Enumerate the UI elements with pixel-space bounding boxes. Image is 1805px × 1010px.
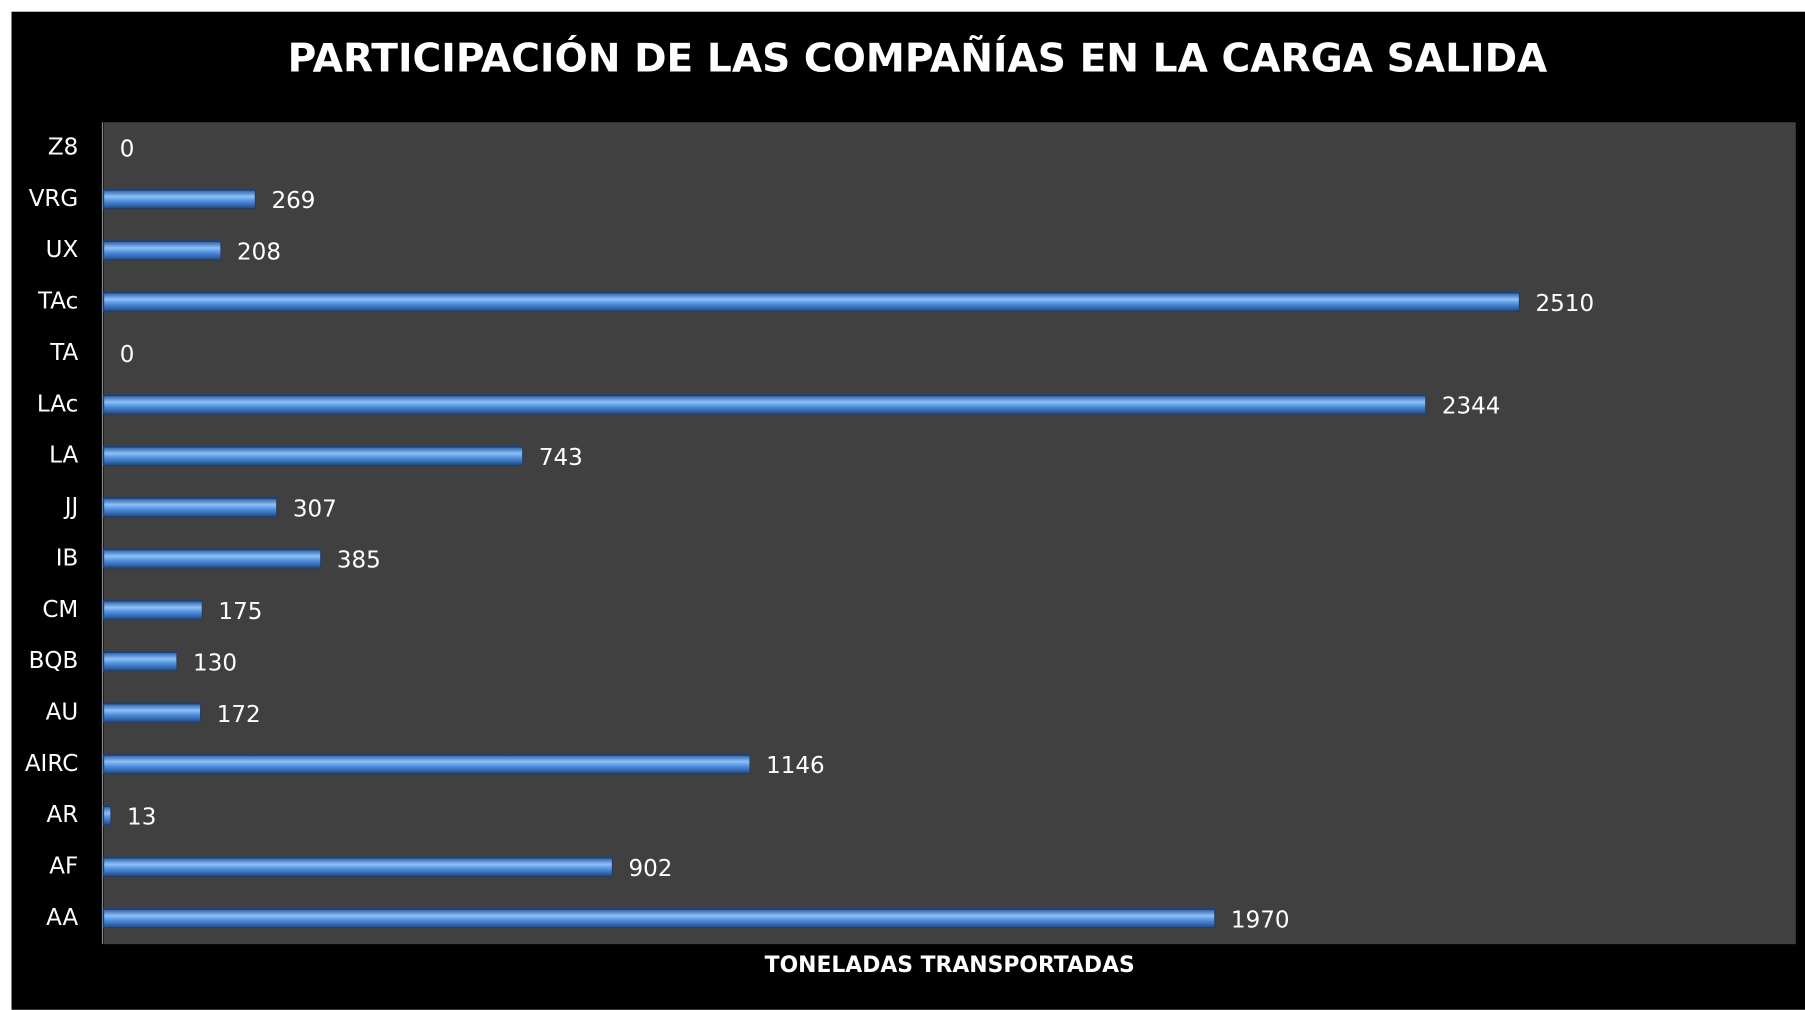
y-tick-label: AU [46,699,79,725]
y-tick-label: TA [49,340,78,366]
bar [103,240,222,261]
y-tick-label: CM [42,597,78,623]
value-label: 385 [337,548,381,574]
bar [103,651,178,672]
value-label: 1146 [766,753,825,779]
bar [103,292,1520,312]
bar [103,549,322,569]
value-label: 269 [271,188,315,214]
bar [103,189,256,210]
y-tick-label: AF [49,854,78,880]
value-label: 307 [293,496,337,522]
y-tick-label: UX [46,237,79,263]
value-label: 0 [120,137,135,163]
x-axis-label: TONELADAS TRANSPORTADAS [765,953,1135,978]
value-label: 175 [218,599,262,625]
y-tick-label: AIRC [25,751,78,777]
y-tick-label: Z8 [48,134,78,160]
chart-title: PARTICIPACIÓN DE LAS COMPAÑÍAS EN LA CAR… [288,35,1548,82]
value-label: 208 [237,239,281,265]
value-label: 130 [193,650,237,676]
bar [103,497,278,518]
y-tick-label: AA [46,905,78,931]
value-label: 0 [120,342,135,368]
value-label: 2510 [1536,291,1595,317]
bar [103,857,613,877]
bar [103,754,751,775]
bar [103,805,112,826]
value-label: 13 [127,805,156,831]
bar [103,394,1427,415]
y-tick-label: BQB [29,648,79,674]
plot-area [103,122,1796,945]
bar [103,446,524,466]
value-label: 1970 [1231,907,1290,933]
bar [103,908,1216,929]
y-tick-label: AR [47,802,79,828]
y-tick-label: VRG [29,186,79,212]
y-tick-label: IB [56,545,79,571]
y-tick-label: JJ [63,494,79,520]
value-label: 743 [539,445,583,471]
y-tick-label: LA [49,443,78,469]
y-tick-label: TAc [37,289,78,315]
value-label: 2344 [1442,394,1501,420]
bar [103,703,202,723]
value-label: 902 [629,856,673,882]
value-label: 172 [217,702,261,728]
bar [103,600,203,621]
y-tick-label: LAc [37,391,78,417]
